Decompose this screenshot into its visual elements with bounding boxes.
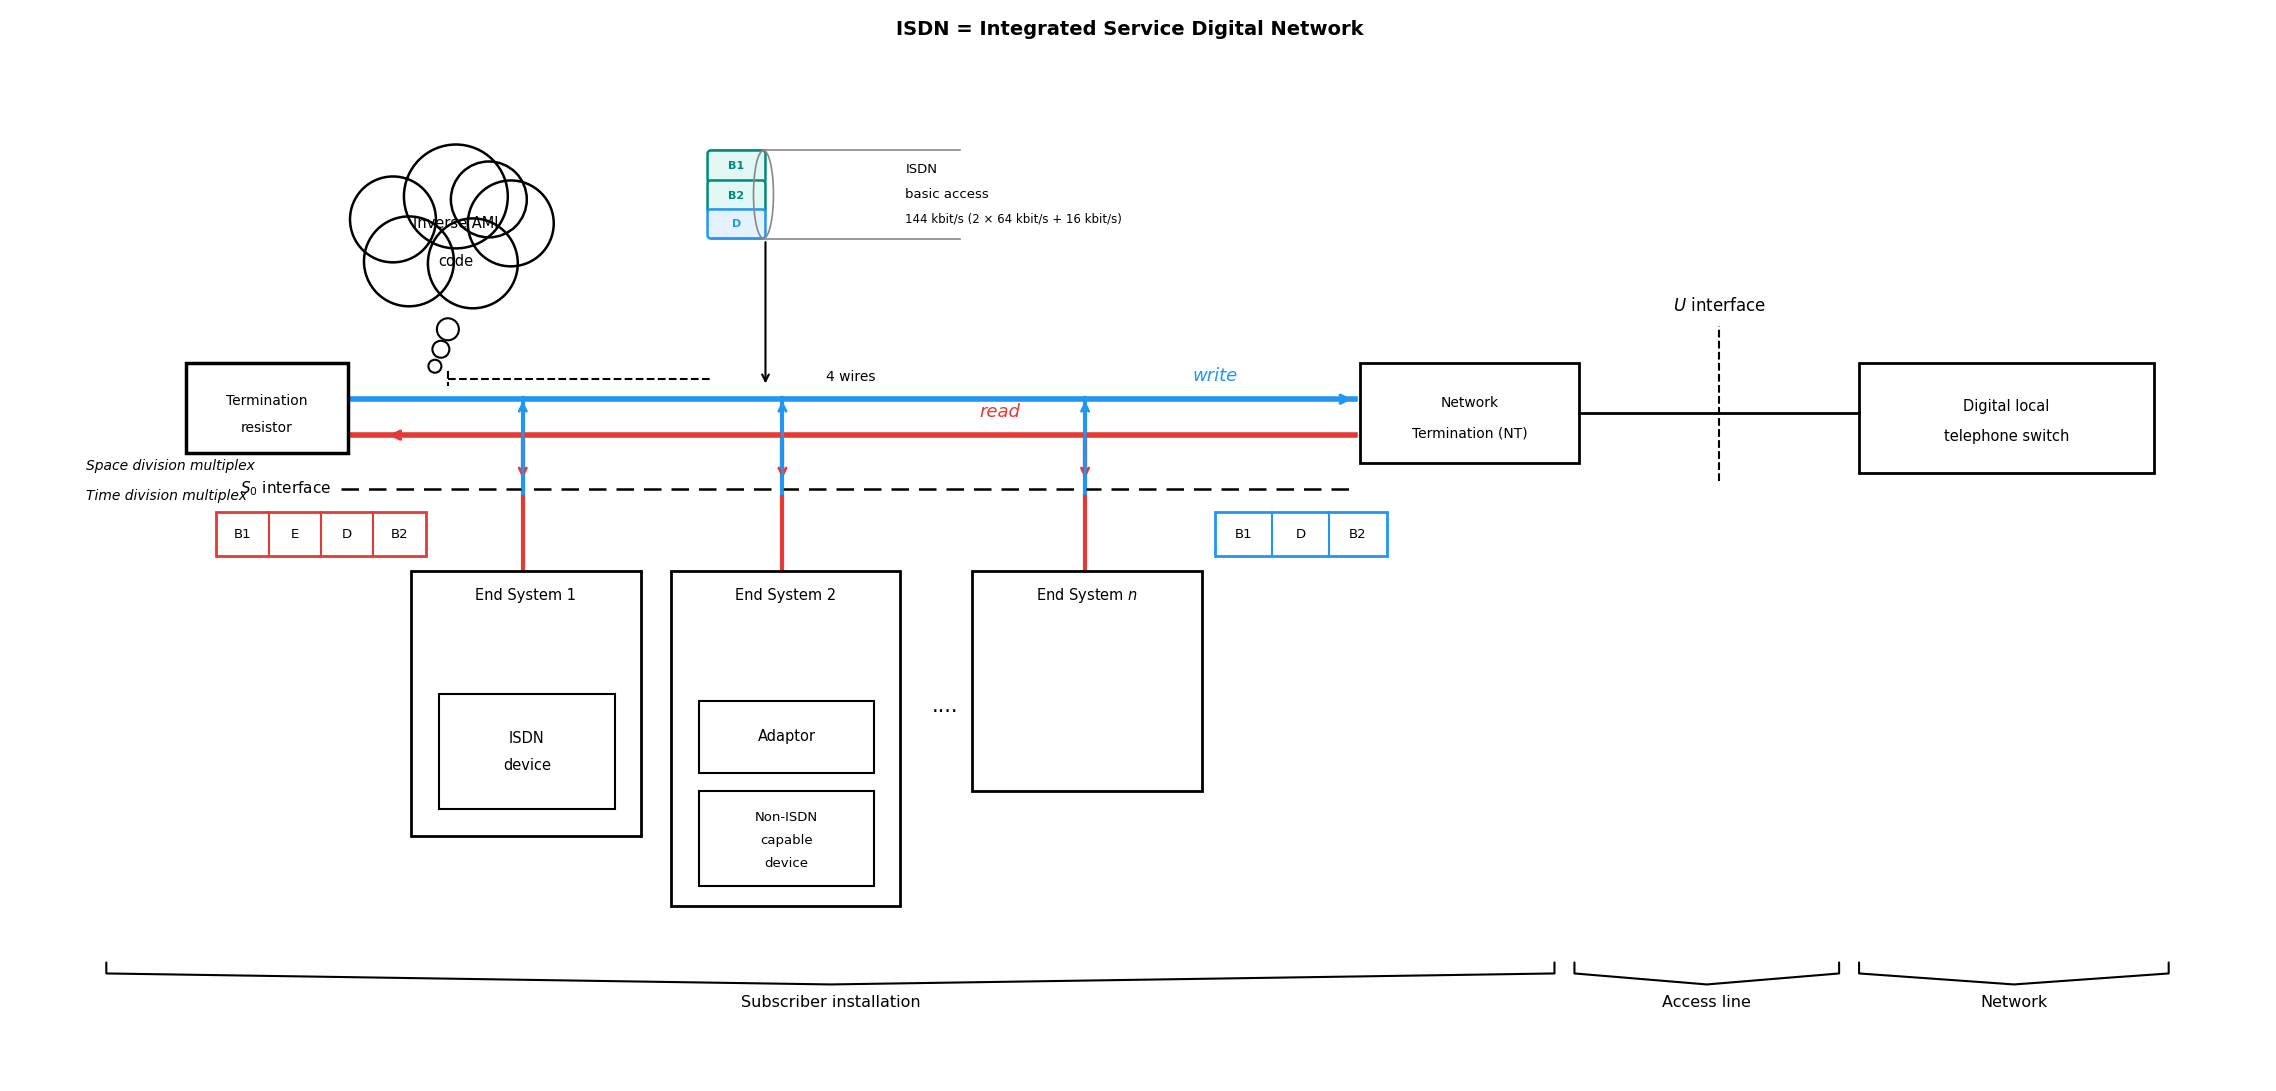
FancyBboxPatch shape: [699, 700, 874, 772]
Text: ISDN: ISDN: [906, 163, 938, 176]
Circle shape: [437, 319, 460, 340]
FancyBboxPatch shape: [708, 151, 765, 182]
Circle shape: [403, 144, 508, 249]
Text: Space division multiplex: Space division multiplex: [86, 459, 255, 473]
Circle shape: [469, 180, 553, 266]
Circle shape: [428, 218, 519, 309]
FancyBboxPatch shape: [1359, 363, 1580, 463]
Ellipse shape: [753, 151, 774, 239]
FancyBboxPatch shape: [1215, 512, 1386, 556]
Text: Inverse AMI: Inverse AMI: [414, 216, 498, 231]
Text: device: device: [503, 758, 551, 774]
Text: Network: Network: [1980, 995, 2048, 1010]
FancyBboxPatch shape: [671, 571, 901, 906]
Circle shape: [432, 340, 448, 358]
Text: Termination: Termination: [225, 394, 307, 408]
Text: D: D: [1295, 528, 1306, 540]
FancyBboxPatch shape: [187, 363, 348, 453]
FancyBboxPatch shape: [1859, 363, 2153, 473]
Text: ....: ....: [931, 696, 958, 716]
Text: B2: B2: [391, 528, 407, 540]
Text: Time division multiplex: Time division multiplex: [86, 489, 248, 503]
Text: Access line: Access line: [1661, 995, 1750, 1010]
Text: 144 kbit/s (2 × 64 kbit/s + 16 kbit/s): 144 kbit/s (2 × 64 kbit/s + 16 kbit/s): [906, 213, 1122, 226]
Text: read: read: [979, 404, 1020, 421]
Text: End System 1: End System 1: [476, 588, 576, 603]
Text: device: device: [765, 858, 808, 871]
Text: Subscriber installation: Subscriber installation: [740, 995, 920, 1010]
FancyBboxPatch shape: [972, 571, 1202, 791]
Text: End System $n$: End System $n$: [1036, 587, 1138, 606]
Text: telephone switch: telephone switch: [1944, 429, 2069, 444]
Circle shape: [451, 161, 526, 238]
Text: B1: B1: [728, 161, 744, 171]
Text: End System 2: End System 2: [735, 588, 835, 603]
FancyBboxPatch shape: [412, 571, 640, 836]
Circle shape: [428, 360, 442, 373]
Text: ISDN = Integrated Service Digital Network: ISDN = Integrated Service Digital Networ…: [897, 20, 1363, 39]
Text: B1: B1: [234, 528, 250, 540]
Circle shape: [364, 216, 453, 307]
Text: code: code: [439, 254, 473, 268]
Text: resistor: resistor: [241, 421, 294, 435]
Text: 4 wires: 4 wires: [826, 370, 874, 384]
Text: E: E: [291, 528, 298, 540]
Text: basic access: basic access: [906, 188, 990, 201]
FancyBboxPatch shape: [699, 791, 874, 886]
Text: B2: B2: [728, 191, 744, 202]
Text: Termination (NT): Termination (NT): [1411, 427, 1527, 440]
Text: write: write: [1193, 368, 1238, 385]
Text: Network: Network: [1441, 396, 1498, 410]
Circle shape: [351, 177, 437, 262]
Text: Non-ISDN: Non-ISDN: [756, 811, 817, 824]
Text: ISDN: ISDN: [510, 731, 544, 746]
FancyBboxPatch shape: [708, 209, 765, 239]
Text: $S_0$ interface: $S_0$ interface: [239, 480, 330, 499]
Text: D: D: [733, 219, 742, 229]
Text: $\mathit{U}$ interface: $\mathit{U}$ interface: [1673, 298, 1766, 315]
FancyBboxPatch shape: [708, 180, 765, 213]
Text: capable: capable: [760, 835, 813, 847]
Text: Adaptor: Adaptor: [758, 729, 815, 744]
Text: Digital local: Digital local: [1964, 398, 2051, 413]
FancyBboxPatch shape: [216, 512, 426, 556]
Text: B2: B2: [1350, 528, 1368, 540]
Text: B1: B1: [1234, 528, 1252, 540]
Text: D: D: [341, 528, 353, 540]
FancyBboxPatch shape: [439, 694, 615, 808]
